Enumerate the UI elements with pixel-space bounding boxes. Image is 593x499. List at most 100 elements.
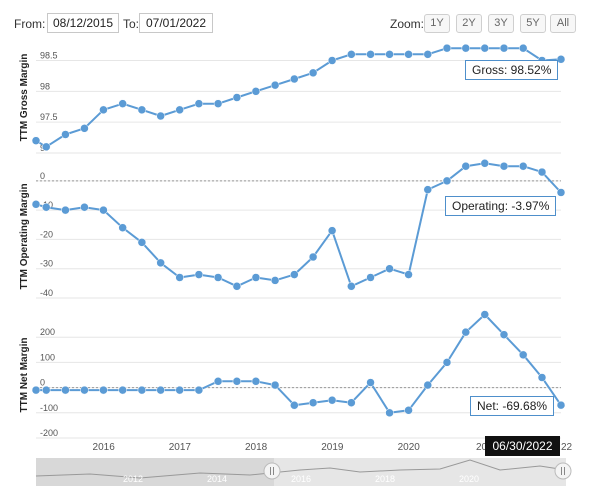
data-point xyxy=(194,385,204,395)
data-point xyxy=(423,50,433,59)
panel-2: -40-30-20-100TTM Operating Margin xyxy=(19,159,566,299)
zoom-2y-button[interactable]: 2Y xyxy=(456,14,482,33)
data-point xyxy=(61,205,70,215)
y-axis-title: TTM Operating Margin xyxy=(19,183,30,289)
navigator-year-label: 2012 xyxy=(123,474,143,484)
net-tooltip: Net: -69.68% xyxy=(470,396,555,416)
data-point xyxy=(80,202,89,212)
navigator-right-handle[interactable] xyxy=(554,462,572,480)
range-navigator: 2012 2014 2016 2018 2020 xyxy=(35,458,572,486)
data-point xyxy=(347,282,356,291)
data-point xyxy=(61,130,70,139)
data-point xyxy=(404,50,413,59)
data-point xyxy=(251,273,261,282)
data-point xyxy=(556,55,566,64)
data-point xyxy=(31,200,41,209)
navigator-year-label: 2014 xyxy=(207,474,227,484)
x-tick-label: 2016 xyxy=(93,442,116,453)
y-tick-label: -20 xyxy=(40,229,53,239)
data-point xyxy=(461,43,471,53)
data-point xyxy=(290,400,299,410)
panel-3: -200 -100 0 100 200 TTM Net Margin xyxy=(19,310,566,439)
data-point xyxy=(41,202,51,212)
navigator-year-label: 2016 xyxy=(291,474,311,484)
y-tick-label: 97.5 xyxy=(40,112,58,122)
data-point xyxy=(442,43,452,53)
y-tick-label: 0 xyxy=(40,171,45,181)
navigator-year-label: 2020 xyxy=(459,474,479,484)
navigator-left-handle[interactable] xyxy=(263,462,281,480)
data-point xyxy=(290,74,299,84)
x-tick-label: 2019 xyxy=(321,442,344,453)
data-point xyxy=(308,252,318,262)
y-tick-label: -100 xyxy=(40,403,58,413)
handle-knob xyxy=(554,462,572,480)
zoom-3y-button[interactable]: 3Y xyxy=(488,14,514,33)
data-point xyxy=(175,105,184,115)
x-tick-label: 22 xyxy=(561,442,573,453)
data-point xyxy=(537,373,547,382)
data-point xyxy=(175,273,184,282)
data-point xyxy=(499,330,509,339)
data-point xyxy=(270,276,280,285)
range-toolbar: From: To: Zoom: 1Y 2Y 3Y 5Y All xyxy=(0,0,593,40)
data-point xyxy=(80,385,89,395)
data-point xyxy=(41,385,51,395)
navigator-year-label: 2018 xyxy=(375,474,395,484)
zoom-1y-button[interactable]: 1Y xyxy=(424,14,450,33)
data-point xyxy=(480,310,490,319)
zoom-label: Zoom: xyxy=(390,17,425,31)
data-point xyxy=(347,398,356,407)
zoom-all-button[interactable]: All xyxy=(550,14,576,33)
data-point xyxy=(385,50,394,59)
zoom-5y-button[interactable]: 5Y xyxy=(520,14,546,33)
x-tick-label: 2017 xyxy=(169,442,192,453)
data-point xyxy=(556,188,566,197)
x-tick-label: 2020 xyxy=(398,442,421,453)
data-point xyxy=(41,142,51,152)
data-point xyxy=(175,385,184,395)
data-point xyxy=(518,161,528,171)
data-point xyxy=(366,378,375,387)
data-point xyxy=(518,350,528,360)
data-point xyxy=(290,270,299,279)
y-tick-label: 98.5 xyxy=(40,51,58,61)
data-point xyxy=(442,358,452,367)
data-point xyxy=(31,385,41,395)
data-point xyxy=(232,282,242,291)
handle-knob xyxy=(263,462,281,480)
data-point xyxy=(118,223,127,232)
y-tick-label: 200 xyxy=(40,327,55,337)
data-point xyxy=(213,99,223,108)
data-point xyxy=(232,377,242,386)
y-tick-label: -40 xyxy=(40,288,53,298)
operating-tooltip: Operating: -3.97% xyxy=(445,196,557,216)
data-point xyxy=(213,273,223,282)
to-date-input[interactable] xyxy=(139,13,213,33)
data-point xyxy=(99,105,108,115)
data-point xyxy=(80,124,89,133)
data-point xyxy=(537,167,547,177)
data-point xyxy=(518,43,528,53)
data-point xyxy=(347,50,356,59)
y-tick-label: -200 xyxy=(40,428,58,438)
gross-tooltip: Gross: 98.52% xyxy=(465,60,559,80)
data-point xyxy=(499,43,509,53)
data-point xyxy=(156,111,165,121)
data-point xyxy=(423,185,433,194)
y-tick-label: 100 xyxy=(40,352,55,362)
data-point xyxy=(404,270,413,279)
data-point xyxy=(423,380,433,390)
data-point xyxy=(480,43,490,53)
from-date-input[interactable] xyxy=(47,13,119,33)
navigator-line xyxy=(35,459,567,479)
hover-date-badge: 06/30/2022 xyxy=(485,436,560,456)
navigator-unselected xyxy=(36,458,274,486)
y-axis-title: TTM Net Margin xyxy=(19,338,30,413)
data-point xyxy=(499,161,509,171)
data-point xyxy=(270,380,280,390)
x-tick-label: 20 xyxy=(476,442,488,453)
data-point xyxy=(270,80,280,90)
